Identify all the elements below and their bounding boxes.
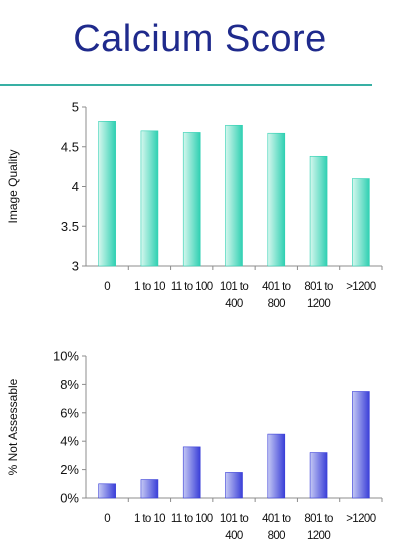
na-x-tick-label: >1200 [346,513,376,525]
iq-x-tick-label: 1200 [307,298,330,310]
iq-x-tick-label: 11 to 100 [171,281,213,293]
na-x-tick-label: 400 [225,530,243,542]
iq-x-tick-label: 101 to [220,281,249,293]
iq-y-tick-label: 5 [72,100,79,115]
title-divider [0,84,372,86]
iq-bar [140,130,159,267]
iq-x-tick-label: 400 [225,298,243,310]
iq-y-axis-label: Image Quality [6,149,20,223]
iq-bar [182,132,201,267]
na-bar [98,483,116,499]
iq-y-tick-label: 3 [72,259,79,274]
na-y-axis-label: % Not Assessable [6,378,20,475]
na-x-tick-label: 800 [268,530,286,542]
iq-bar [267,132,286,267]
na-y-tick-label: 10% [53,349,79,364]
na-bar [225,472,243,499]
na-x-tick-label: 101 to [220,513,249,525]
iq-bar [98,121,116,267]
na-x-tick-label: 1 to 10 [134,513,165,525]
na-bar [309,452,328,499]
iq-y-tick-label: 3.5 [61,219,79,234]
na-bar [352,391,370,499]
na-y-tick-label: 8% [60,377,79,392]
na-bar [140,479,159,499]
na-bar [267,433,286,499]
iq-x-tick-label: 801 to [304,281,333,293]
na-x-tick-label: 0 [104,513,110,525]
iq-x-tick-label: 401 to [262,281,291,293]
na-bar [182,446,201,499]
na-y-tick-label: 0% [60,491,79,506]
iq-bar [225,124,243,267]
not-assessable-chart: % Not Assessable 0% 2% 4% 6% 8% 10% 0 1 to 10 11 … [6,349,383,542]
na-y-tick-label: 4% [60,434,79,449]
iq-x-tick-label: 800 [268,298,286,310]
na-x-tick-label: 11 to 100 [171,513,213,525]
na-x-tick-label: 401 to [262,513,291,525]
iq-y-tick-label: 4 [72,179,79,194]
na-x-tick-label: 801 to [304,513,333,525]
image-quality-chart: Image Quality 3 3.5 4 4.5 5 0 1 to 10 11 to 100 1… [6,100,383,310]
na-y-tick-label: 6% [60,405,79,420]
na-y-tick-label: 2% [60,462,79,477]
slide-title: Calcium Score [73,18,327,60]
iq-x-tick-label: >1200 [346,281,376,293]
na-x-tick-label: 1200 [307,530,330,542]
iq-x-tick-label: 1 to 10 [134,281,165,293]
iq-x-tick-label: 0 [104,281,110,293]
iq-y-tick-label: 4.5 [61,139,79,154]
iq-bar [309,155,328,267]
iq-bar [352,178,370,267]
